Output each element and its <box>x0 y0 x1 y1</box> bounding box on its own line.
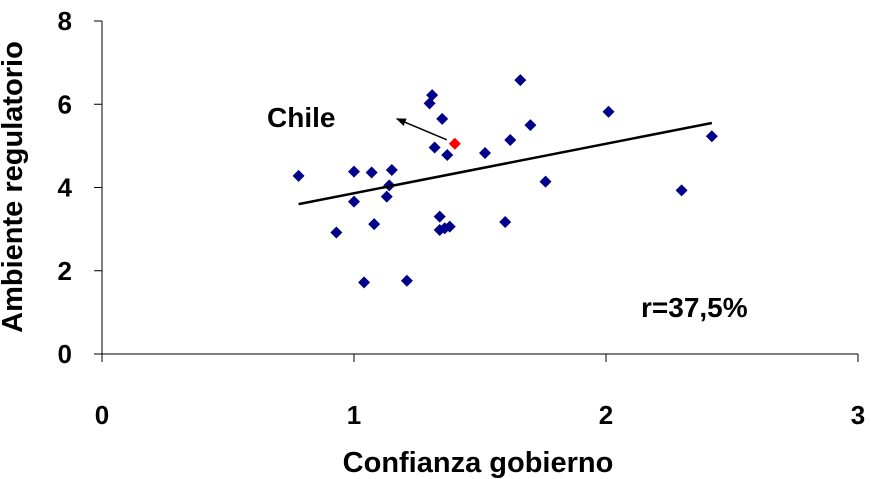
data-point <box>524 119 537 132</box>
data-point <box>380 190 393 203</box>
data-point <box>504 134 517 147</box>
y-tick-label: 8 <box>58 6 72 36</box>
data-point <box>368 218 381 231</box>
data-point <box>348 195 360 208</box>
chile-arrow <box>395 118 448 141</box>
x-tick-label: 2 <box>599 400 613 430</box>
data-point <box>400 274 413 287</box>
x-tick-label: 1 <box>347 400 361 430</box>
trend-line <box>298 121 713 206</box>
data-point <box>348 165 360 178</box>
data-point <box>705 130 718 143</box>
data-point <box>539 175 552 188</box>
correlation-label: r=37,5% <box>641 292 748 323</box>
data-point <box>441 149 454 162</box>
data-point <box>358 276 371 289</box>
y-tick-label: 4 <box>58 173 73 203</box>
x-axis-title: Confianza gobierno <box>343 447 614 479</box>
data-point <box>602 105 615 118</box>
x-tick-label: 3 <box>851 400 865 430</box>
data-point <box>675 184 688 197</box>
annotations <box>298 118 713 206</box>
data-point <box>330 226 343 239</box>
data-point <box>499 216 512 229</box>
x-tick-label: 0 <box>95 400 109 430</box>
chile-data-point <box>448 137 461 150</box>
data-point <box>428 141 441 154</box>
data-point <box>426 89 439 102</box>
data-point <box>292 169 305 182</box>
y-tick-label: 0 <box>58 339 72 369</box>
data-point <box>365 166 378 179</box>
y-tick-label: 2 <box>58 256 72 286</box>
data-point <box>385 164 398 177</box>
data-points <box>292 74 718 289</box>
data-point <box>479 146 492 159</box>
data-point <box>514 74 527 87</box>
data-point <box>443 220 456 233</box>
y-tick-label: 6 <box>58 89 72 119</box>
chile-label: Chile <box>267 102 335 133</box>
axes <box>94 20 859 362</box>
data-point <box>433 210 446 223</box>
y-axis-title: Ambiente regulatorio <box>0 41 29 333</box>
data-point <box>436 112 449 125</box>
tick-labels: 0 2 4 6 8 0 1 2 3 <box>58 6 866 430</box>
